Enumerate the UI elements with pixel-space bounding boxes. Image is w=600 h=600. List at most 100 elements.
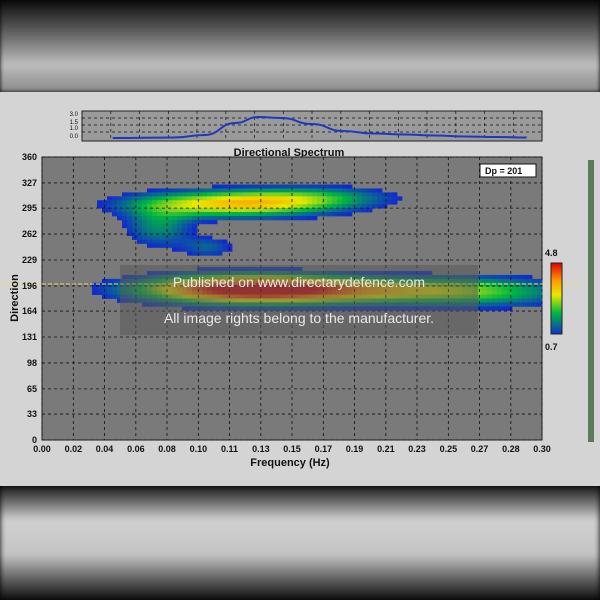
- heatmap-cell: [292, 196, 298, 201]
- heatmap-cell: [222, 215, 228, 221]
- heatmap-cell: [192, 188, 198, 193]
- heatmap-cell: [247, 192, 253, 197]
- heatmap-cell: [242, 196, 248, 201]
- heatmap-cell: [482, 274, 488, 280]
- heatmap-cell: [537, 282, 543, 288]
- heatmap-cell: [317, 188, 323, 193]
- heatmap-cell: [512, 278, 518, 284]
- heatmap-cell: [157, 204, 163, 209]
- heatmap-cell: [312, 188, 318, 193]
- heatmap-cell: [482, 286, 488, 292]
- heatmap-cell: [327, 192, 333, 197]
- y-tick-label: 229: [22, 255, 37, 265]
- heatmap-cell: [317, 184, 323, 189]
- heatmap-cell: [182, 223, 188, 229]
- heatmap-cell: [227, 200, 233, 205]
- heatmap-cell: [262, 200, 268, 205]
- heatmap-cell: [152, 243, 158, 248]
- heatmap-cell: [522, 290, 528, 295]
- heatmap-cell: [167, 243, 173, 248]
- heatmap-cell: [332, 208, 338, 213]
- heatmap-cell: [147, 235, 153, 240]
- heatmap-cell: [357, 196, 363, 201]
- heatmap-cell: [242, 188, 248, 193]
- heatmap-cell: [302, 188, 308, 193]
- heatmap-cell: [172, 188, 178, 193]
- heatmap-cell: [177, 231, 183, 237]
- heatmap-cell: [137, 196, 143, 201]
- heatmap-cell: [312, 208, 318, 213]
- heatmap-cell: [147, 192, 153, 197]
- heatmap-cell: [117, 196, 123, 201]
- heatmap-cell: [127, 196, 133, 201]
- heatmap-cell: [522, 282, 528, 288]
- heatmap-cell: [192, 212, 198, 217]
- heatmap-cell: [197, 200, 203, 205]
- heatmap-cell: [497, 278, 503, 284]
- heatmap-cell: [527, 302, 533, 307]
- heatmap-cell: [532, 298, 538, 303]
- heatmap-cell: [312, 196, 318, 201]
- heatmap-cell: [502, 286, 508, 292]
- heatmap-cell: [132, 227, 138, 233]
- heatmap-cell: [177, 223, 183, 229]
- heatmap-cell: [267, 200, 273, 205]
- heatmap-cell: [482, 294, 488, 299]
- heatmap-cell: [212, 247, 218, 252]
- heatmap-cell: [337, 196, 343, 201]
- frequency-spectrum-curve: [112, 115, 527, 139]
- heatmap-cell: [292, 184, 298, 189]
- x-tick-label: 0.21: [377, 444, 395, 454]
- heatmap-cell: [247, 188, 253, 193]
- heatmap-cell: [322, 200, 328, 205]
- heatmap-cell: [267, 215, 273, 221]
- heatmap-cell: [207, 219, 213, 225]
- heatmap-cell: [267, 192, 273, 197]
- heatmap-cell: [112, 208, 118, 213]
- heatmap-cell: [147, 212, 153, 217]
- heatmap-cell: [197, 243, 203, 248]
- heatmap-cell: [272, 208, 278, 213]
- y-tick-label: 327: [22, 178, 37, 188]
- heatmap-cell: [237, 196, 243, 201]
- heatmap-cell: [377, 204, 383, 209]
- heatmap-cell: [137, 235, 143, 240]
- heatmap-cell: [322, 188, 328, 193]
- heatmap-cell: [307, 200, 313, 205]
- heatmap-cell: [272, 188, 278, 193]
- heatmap-cell: [192, 204, 198, 209]
- colorbar: [550, 262, 563, 335]
- heatmap-cell: [147, 215, 153, 221]
- heatmap-cell: [192, 223, 198, 229]
- heatmap-cell: [237, 208, 243, 213]
- y-tick-label: 262: [22, 229, 37, 239]
- heatmap-cell: [512, 282, 518, 288]
- heatmap-cell: [342, 208, 348, 213]
- heatmap-cell: [122, 204, 128, 209]
- heatmap-cell: [502, 302, 508, 307]
- heatmap-cell: [187, 239, 193, 244]
- heatmap-cell: [142, 227, 148, 233]
- heatmap-cell: [172, 192, 178, 197]
- heatmap-cell: [212, 219, 218, 225]
- heatmap-cell: [522, 278, 528, 284]
- heatmap-cell: [147, 239, 153, 244]
- heatmap-cell: [232, 188, 238, 193]
- heatmap-cell: [132, 212, 138, 217]
- heatmap-cell: [277, 196, 283, 201]
- heatmap-cell: [247, 212, 253, 217]
- heatmap-cell: [232, 215, 238, 221]
- heatmap-cell: [117, 204, 123, 209]
- heatmap-cell: [117, 200, 123, 205]
- heatmap-cell: [342, 196, 348, 201]
- heatmap-cell: [527, 290, 533, 295]
- heatmap-cell: [267, 196, 273, 201]
- heatmap-cell: [157, 239, 163, 244]
- heatmap-cell: [487, 278, 493, 284]
- heatmap-cell: [177, 227, 183, 233]
- x-axis-label: Frequency (Hz): [250, 457, 330, 469]
- heatmap-cell: [137, 200, 143, 205]
- heatmap-cell: [262, 208, 268, 213]
- heatmap-cell: [507, 278, 513, 284]
- heatmap-cell: [527, 298, 533, 303]
